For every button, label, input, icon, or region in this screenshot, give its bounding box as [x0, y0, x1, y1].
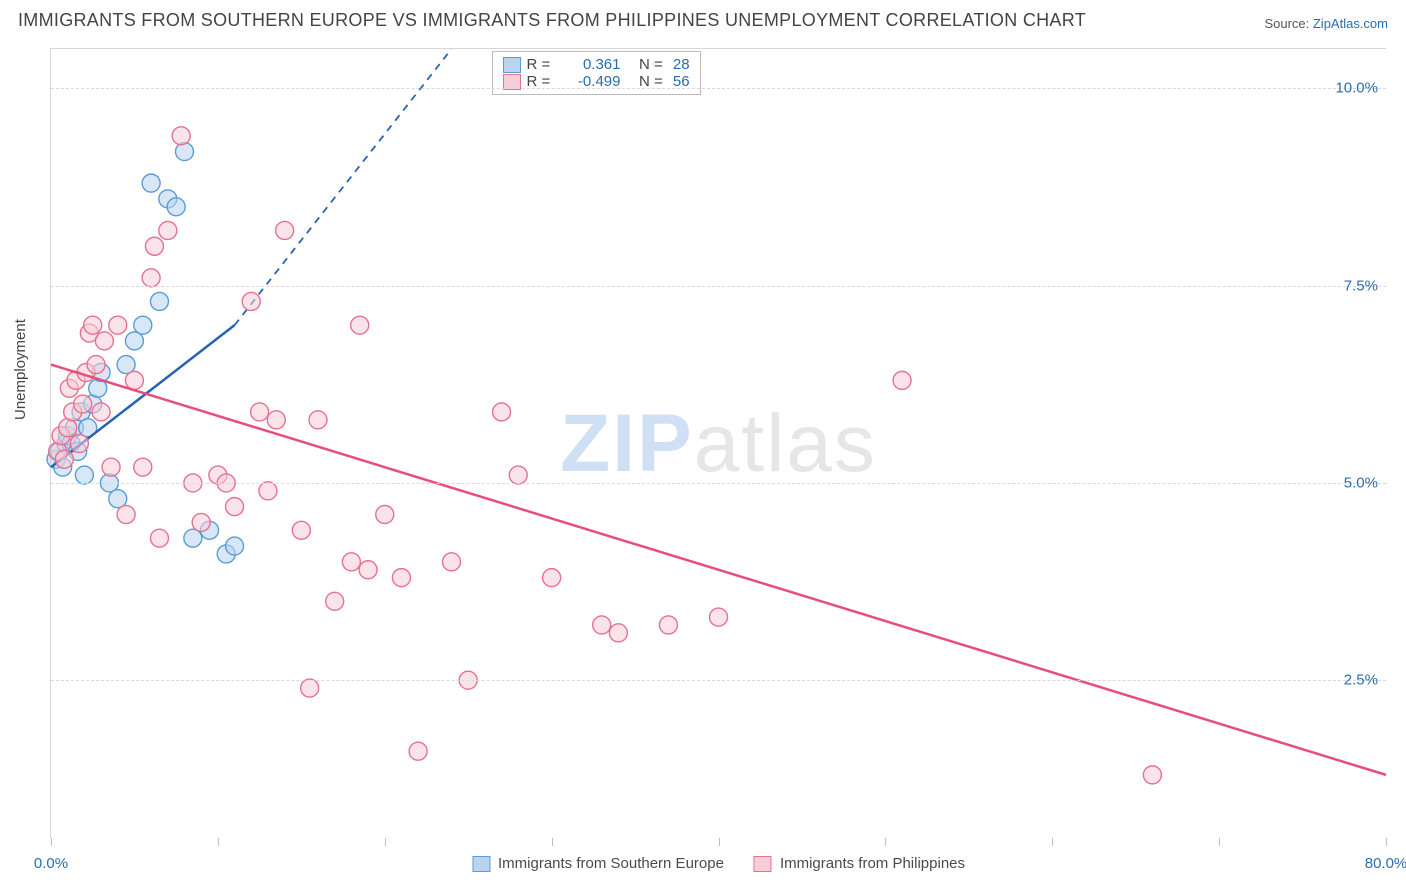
trend-line — [51, 365, 1386, 775]
data-point — [342, 553, 360, 571]
data-point — [392, 569, 410, 587]
r-value: 0.361 — [560, 56, 620, 73]
plot-svg — [51, 49, 1386, 838]
data-point — [493, 403, 511, 421]
legend-swatch — [503, 57, 521, 73]
stats-legend-row: R = 0.361 N = 28 — [503, 56, 690, 73]
data-point — [659, 616, 677, 634]
data-point — [301, 679, 319, 697]
data-point — [376, 506, 394, 524]
r-value: -0.499 — [560, 73, 620, 90]
data-point — [159, 221, 177, 239]
data-point — [326, 592, 344, 610]
stats-legend-row: R = -0.499 N = 56 — [503, 73, 690, 90]
data-point — [309, 411, 327, 429]
data-point — [267, 411, 285, 429]
data-point — [74, 395, 92, 413]
y-tick-label: 2.5% — [1344, 672, 1378, 689]
legend-label: Immigrants from Southern Europe — [498, 855, 724, 872]
scatter-chart: ZIPatlas R = 0.361 N = 28R = -0.499 N = … — [50, 48, 1386, 838]
data-point — [150, 529, 168, 547]
data-point — [84, 316, 102, 334]
data-point — [226, 537, 244, 555]
gridline — [51, 88, 1386, 89]
legend-label: Immigrants from Philippines — [780, 855, 965, 872]
y-tick-label: 5.0% — [1344, 474, 1378, 491]
data-point — [259, 482, 277, 500]
source-link[interactable]: ZipAtlas.com — [1313, 16, 1388, 31]
data-point — [95, 332, 113, 350]
data-point — [142, 269, 160, 287]
data-point — [1143, 766, 1161, 784]
data-point — [593, 616, 611, 634]
data-point — [409, 742, 427, 760]
data-point — [87, 356, 105, 374]
source-prefix: Source: — [1264, 16, 1312, 31]
data-point — [125, 371, 143, 389]
r-label: R = — [527, 56, 555, 73]
y-axis-label: Unemployment — [12, 319, 29, 420]
data-point — [167, 198, 185, 216]
n-value: 56 — [673, 73, 690, 90]
data-point — [134, 316, 152, 334]
data-point — [192, 513, 210, 531]
legend-item: Immigrants from Philippines — [754, 855, 965, 872]
x-tick — [719, 838, 720, 846]
data-point — [134, 458, 152, 476]
data-point — [226, 498, 244, 516]
y-tick-label: 7.5% — [1344, 277, 1378, 294]
data-point — [351, 316, 369, 334]
source-attribution: Source: ZipAtlas.com — [1264, 16, 1388, 31]
data-point — [102, 458, 120, 476]
data-point — [75, 466, 93, 484]
y-tick-label: 10.0% — [1335, 80, 1378, 97]
data-point — [509, 466, 527, 484]
data-point — [172, 127, 190, 145]
n-value: 28 — [673, 56, 690, 73]
data-point — [70, 435, 88, 453]
data-point — [893, 371, 911, 389]
data-point — [109, 316, 127, 334]
x-tick — [552, 838, 553, 846]
data-point — [543, 569, 561, 587]
gridline — [51, 680, 1386, 681]
data-point — [251, 403, 269, 421]
data-point — [443, 553, 461, 571]
data-point — [276, 221, 294, 239]
data-point — [145, 237, 163, 255]
data-point — [710, 608, 728, 626]
legend-swatch — [503, 74, 521, 90]
legend-swatch — [472, 856, 490, 872]
data-point — [142, 174, 160, 192]
legend-item: Immigrants from Southern Europe — [472, 855, 724, 872]
x-tick-label: 0.0% — [34, 855, 68, 872]
chart-title: IMMIGRANTS FROM SOUTHERN EUROPE VS IMMIG… — [18, 10, 1086, 31]
x-tick — [51, 838, 52, 846]
x-tick-label: 80.0% — [1365, 855, 1406, 872]
data-point — [242, 292, 260, 310]
data-point — [292, 521, 310, 539]
data-point — [92, 403, 110, 421]
data-point — [55, 450, 73, 468]
data-point — [609, 624, 627, 642]
x-tick — [385, 838, 386, 846]
data-point — [176, 143, 194, 161]
x-tick — [1386, 838, 1387, 846]
data-point — [150, 292, 168, 310]
x-tick — [1219, 838, 1220, 846]
x-tick — [218, 838, 219, 846]
data-point — [117, 506, 135, 524]
x-tick — [885, 838, 886, 846]
r-label: R = — [527, 73, 555, 90]
trend-line-extension — [235, 49, 452, 325]
n-label: N = — [626, 73, 666, 90]
gridline — [51, 483, 1386, 484]
gridline — [51, 286, 1386, 287]
bottom-legend: Immigrants from Southern Europe Immigrant… — [472, 855, 965, 872]
x-tick — [1052, 838, 1053, 846]
data-point — [359, 561, 377, 579]
n-label: N = — [626, 56, 666, 73]
legend-swatch — [754, 856, 772, 872]
